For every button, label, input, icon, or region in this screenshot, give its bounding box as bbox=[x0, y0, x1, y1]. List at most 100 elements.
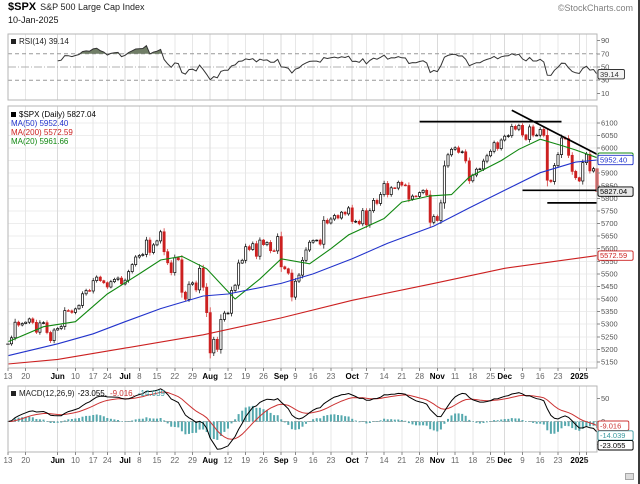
svg-text:5350: 5350 bbox=[601, 307, 618, 316]
svg-text:28: 28 bbox=[415, 372, 424, 381]
svg-text:5952.40: 5952.40 bbox=[600, 156, 627, 165]
value-badges: 5961.665952.405827.045572.5939.14-9.016-… bbox=[597, 69, 634, 451]
macd-label: MACD(12,26,9) -23.055, -9.016, -14.039 bbox=[11, 389, 165, 398]
macd-value-hist: -14.039 bbox=[137, 389, 165, 398]
window-edge bbox=[638, 0, 640, 484]
svg-text:24: 24 bbox=[103, 456, 112, 465]
ma200-legend-item: MA(200) 5572.59 bbox=[11, 128, 96, 137]
rsi-label: RSI(14) 39.14 bbox=[11, 37, 69, 46]
candles-layer bbox=[6, 123, 599, 359]
svg-text:7: 7 bbox=[364, 372, 369, 381]
svg-text:20: 20 bbox=[21, 372, 30, 381]
svg-text:25: 25 bbox=[486, 372, 495, 381]
spx-swatch-icon bbox=[11, 112, 16, 117]
ma-line-MA(200) bbox=[7, 255, 598, 365]
svg-text:9: 9 bbox=[293, 456, 298, 465]
svg-text:29: 29 bbox=[188, 456, 197, 465]
svg-text:15: 15 bbox=[153, 372, 162, 381]
macd-label-text: MACD(12,26,9) bbox=[19, 389, 75, 398]
svg-text:5550: 5550 bbox=[601, 257, 618, 266]
svg-text:5827.04: 5827.04 bbox=[600, 187, 627, 196]
svg-text:26: 26 bbox=[259, 372, 268, 381]
svg-text:18: 18 bbox=[468, 456, 477, 465]
svg-text:5250: 5250 bbox=[601, 332, 618, 341]
svg-text:10: 10 bbox=[601, 89, 609, 98]
svg-text:5800: 5800 bbox=[601, 194, 618, 203]
macd-value-signal: -9.016, bbox=[109, 389, 135, 398]
svg-text:Dec: Dec bbox=[497, 456, 512, 465]
svg-text:22: 22 bbox=[170, 456, 179, 465]
svg-text:5572.59: 5572.59 bbox=[600, 251, 627, 260]
svg-text:16: 16 bbox=[309, 372, 318, 381]
svg-text:-9.016: -9.016 bbox=[600, 421, 621, 430]
svg-text:Jul: Jul bbox=[119, 372, 131, 381]
svg-text:12: 12 bbox=[224, 456, 233, 465]
svg-text:5400: 5400 bbox=[601, 295, 618, 304]
svg-text:2025: 2025 bbox=[570, 372, 588, 381]
svg-text:16: 16 bbox=[309, 456, 318, 465]
svg-text:Oct: Oct bbox=[346, 456, 360, 465]
svg-text:6050: 6050 bbox=[601, 131, 618, 140]
symbol-ticker: $SPX bbox=[8, 1, 37, 13]
svg-text:14: 14 bbox=[380, 456, 389, 465]
svg-text:12: 12 bbox=[224, 372, 233, 381]
svg-text:23: 23 bbox=[326, 372, 335, 381]
y-axis-labels: 6100605060005950590058505800575057005650… bbox=[597, 36, 618, 449]
svg-text:13: 13 bbox=[4, 372, 13, 381]
spx-legend-item: $SPX (Daily) 5827.04 bbox=[11, 110, 96, 119]
macd-indicator-icon bbox=[11, 391, 16, 396]
svg-text:-14.039: -14.039 bbox=[600, 431, 625, 440]
rsi-label-text: RSI(14) 39.14 bbox=[19, 37, 69, 46]
svg-text:24: 24 bbox=[103, 372, 112, 381]
spx-legend-label: $SPX (Daily) 5827.04 bbox=[19, 110, 96, 119]
svg-text:8: 8 bbox=[137, 372, 142, 381]
svg-text:50: 50 bbox=[601, 394, 609, 403]
chart-date: 10-Jan-2025 bbox=[8, 15, 59, 25]
svg-text:6000: 6000 bbox=[601, 144, 618, 153]
svg-text:9: 9 bbox=[520, 456, 525, 465]
ma20-legend-item: MA(20) 5961.66 bbox=[11, 137, 96, 146]
ma50-legend-label: MA(50) 5952.40 bbox=[11, 119, 69, 128]
svg-text:Jul: Jul bbox=[119, 456, 131, 465]
svg-text:6: 6 bbox=[584, 456, 589, 465]
svg-text:16: 16 bbox=[536, 456, 545, 465]
svg-text:5700: 5700 bbox=[601, 219, 618, 228]
svg-text:9: 9 bbox=[293, 372, 298, 381]
rsi-panel bbox=[8, 44, 598, 81]
svg-text:Jun: Jun bbox=[51, 372, 65, 381]
svg-text:5150: 5150 bbox=[601, 358, 618, 367]
svg-text:Nov: Nov bbox=[430, 456, 446, 465]
svg-text:5750: 5750 bbox=[601, 207, 618, 216]
resize-handle-icon[interactable] bbox=[625, 473, 634, 480]
svg-text:Nov: Nov bbox=[430, 372, 446, 381]
svg-text:29: 29 bbox=[188, 372, 197, 381]
svg-text:22: 22 bbox=[170, 372, 179, 381]
svg-text:17: 17 bbox=[89, 456, 98, 465]
svg-text:18: 18 bbox=[468, 372, 477, 381]
svg-text:6: 6 bbox=[584, 372, 589, 381]
index-name: S&P 500 Large Cap Index bbox=[40, 2, 145, 12]
ma-line-MA(20) bbox=[7, 138, 598, 343]
svg-text:5450: 5450 bbox=[601, 282, 618, 291]
svg-text:Oct: Oct bbox=[346, 372, 360, 381]
svg-text:50: 50 bbox=[601, 63, 609, 72]
svg-text:Jun: Jun bbox=[51, 456, 65, 465]
svg-text:30: 30 bbox=[601, 76, 609, 85]
svg-text:20: 20 bbox=[21, 456, 30, 465]
svg-text:90: 90 bbox=[601, 36, 609, 45]
svg-text:6100: 6100 bbox=[601, 118, 618, 127]
ma200-legend-label: MA(200) 5572.59 bbox=[11, 128, 73, 137]
x-axis-labels: 13 13 20 20 Jun Jun 10 10 17 17 24 24 Jul Jul 8 8 15 15 22… bbox=[4, 368, 589, 465]
chart-header: $SPX S&P 500 Large Cap Index bbox=[8, 1, 145, 13]
svg-text:19: 19 bbox=[241, 456, 250, 465]
svg-text:28: 28 bbox=[415, 456, 424, 465]
ma50-legend-item: MA(50) 5952.40 bbox=[11, 119, 96, 128]
price-legend: $SPX (Daily) 5827.04 MA(50) 5952.40 MA(2… bbox=[11, 110, 96, 146]
svg-text:5600: 5600 bbox=[601, 244, 618, 253]
svg-text:15: 15 bbox=[153, 456, 162, 465]
svg-text:23: 23 bbox=[326, 456, 335, 465]
svg-text:Sep: Sep bbox=[274, 456, 289, 465]
svg-text:39.14: 39.14 bbox=[600, 70, 619, 79]
